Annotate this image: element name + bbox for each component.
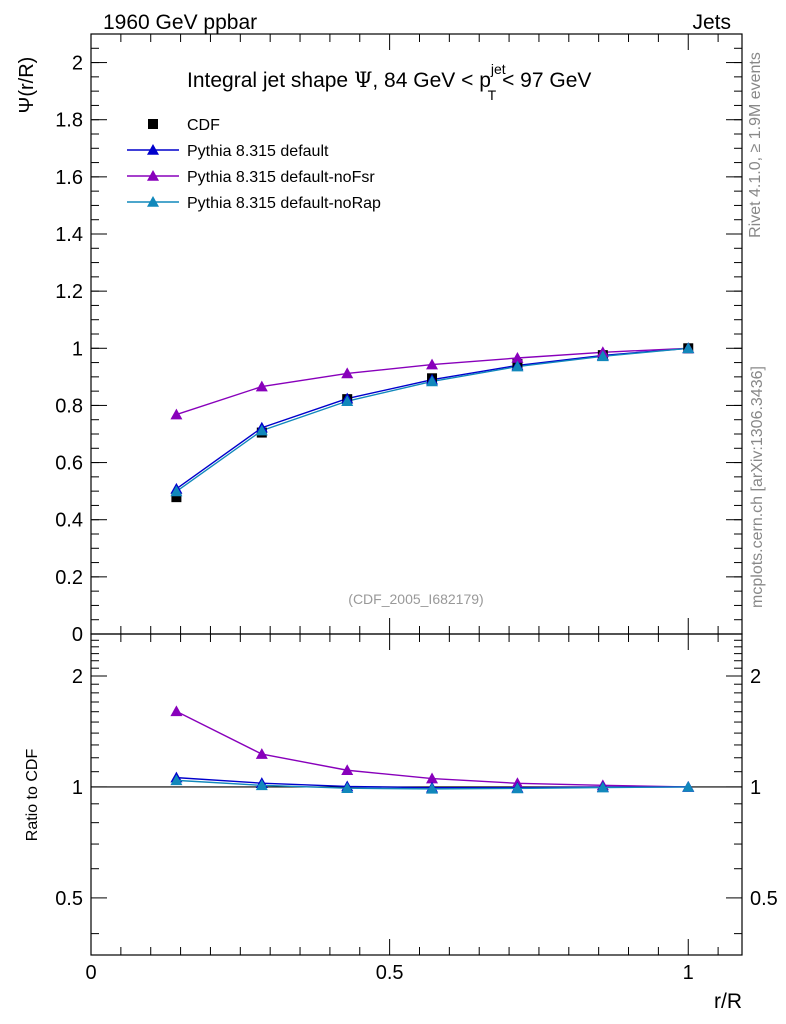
legend-label-nofsr: Pythia 8.315 default-noFsr: [187, 169, 375, 186]
main-ticks: 0 0.2 0.4 0.6 0.8 1 1.2 1.4 1.6 1.8 2: [55, 33, 742, 646]
legend-marker-nofsr: [147, 170, 159, 181]
main-ytick-label: 0: [72, 624, 83, 646]
main-point-norap: [511, 360, 524, 372]
main-title-suffix: < 97 GeV: [496, 69, 591, 92]
ratio-point-norap: [170, 774, 183, 786]
ratio-point-norap: [511, 782, 524, 794]
ratio-ylabel: Ratio to CDF: [24, 749, 41, 842]
ratio-ytick-label: 2: [72, 666, 83, 688]
main-line-norap: [176, 347, 689, 492]
main-point-norap: [596, 350, 609, 362]
ratio-xlabel: r/R: [714, 990, 742, 1013]
main-panel: 0 0.2 0.4 0.6 0.8 1 1.2 1.4 1.6 1.8 2 Integral jet…: [16, 33, 743, 646]
main-point-nofsr: [341, 367, 354, 379]
main-ytick-label: 0.6: [55, 453, 83, 475]
main-ytick-label: 1.8: [55, 110, 83, 132]
ratio-point-norap: [426, 782, 439, 794]
main-point-norap: [426, 375, 439, 387]
main-title-sup: jet: [490, 61, 506, 77]
main-title: Integral jet shape Ψ, 84 GeV < pjet T < 9…: [187, 61, 591, 103]
main-ytick-label: 2: [72, 53, 83, 75]
ratio-xtick-label: 0: [85, 962, 96, 984]
ratio-point-nofsr: [170, 705, 183, 717]
legend-label-default: Pythia 8.315 default: [187, 143, 329, 160]
ratio-xtick-label: 1: [683, 962, 694, 984]
main-title-prefix: Integral jet shape: [187, 69, 354, 92]
ratio-point-norap: [596, 781, 609, 793]
watermark: (CDF_2005_I682179): [348, 591, 483, 607]
legend-marker-cdf: [148, 119, 158, 129]
main-point-cdf: [171, 492, 182, 503]
main-title-psi: Ψ: [354, 68, 372, 92]
ratio-point-norap: [682, 780, 695, 792]
mcplots-label: mcplots.cern.ch [arXiv:1306.3436]: [749, 366, 766, 608]
legend: CDF Pythia 8.315 default Pythia 8.315 defa…: [127, 117, 381, 212]
main-point-norap: [682, 342, 695, 354]
main-ylabel: Ψ(r/R): [16, 57, 38, 114]
rivet-label: Rivet 4.1.0, ≥ 1.9M events: [747, 52, 764, 238]
main-title-range: , 84 GeV < p: [372, 69, 491, 92]
ratio-ytick-label-right: 0.5: [750, 888, 778, 910]
ratio-xtick-label: 0.5: [376, 962, 404, 984]
main-ytick-label: 1: [72, 338, 83, 360]
ratio-point-nofsr: [426, 772, 439, 784]
main-point-nofsr: [255, 380, 268, 392]
ratio-frame: [90, 633, 743, 956]
ratio-ytick-label: 1: [72, 777, 83, 799]
ratio-point-nofsr: [255, 748, 268, 759]
main-point-norap: [255, 424, 268, 436]
legend-label-cdf: CDF: [187, 117, 220, 134]
main-ytick-label: 1.4: [55, 224, 83, 246]
legend-marker-norap: [147, 196, 159, 207]
main-point-norap: [341, 395, 354, 406]
main-point-nofsr: [511, 352, 524, 363]
main-ytick-label: 0.4: [55, 510, 83, 532]
ratio-point-norap: [255, 779, 268, 791]
ratio-ticks: 0.5 0.5 1 1 2 2 0 0.5 1: [55, 634, 778, 984]
ratio-point-norap: [341, 782, 354, 794]
main-title-sub: T: [488, 87, 497, 103]
ratio-series: [91, 705, 742, 794]
legend-marker-default: [147, 144, 159, 155]
ratio-ytick-label-right: 1: [750, 777, 761, 799]
main-point-norap: [170, 485, 183, 497]
main-series: [170, 342, 695, 503]
main-ytick-label: 0.8: [55, 395, 83, 417]
ratio-ytick-label-right: 2: [750, 666, 761, 688]
main-ytick-label: 1.2: [55, 281, 83, 303]
header-left: 1960 GeV ppbar: [103, 11, 257, 34]
ratio-ytick-label: 0.5: [55, 888, 83, 910]
ratio-point-nofsr: [341, 764, 354, 776]
main-ytick-label: 1.6: [55, 167, 83, 189]
main-ytick-label: 0.2: [55, 567, 83, 589]
legend-label-norap: Pythia 8.315 default-noRap: [187, 195, 381, 212]
header-right: Jets: [692, 11, 731, 34]
ratio-panel: 0.5 0.5 1 1 2 2 0 0.5 1 Ratio to CDF r/R: [24, 633, 778, 1013]
main-point-nofsr: [426, 358, 439, 370]
main-point-nofsr: [170, 408, 183, 420]
